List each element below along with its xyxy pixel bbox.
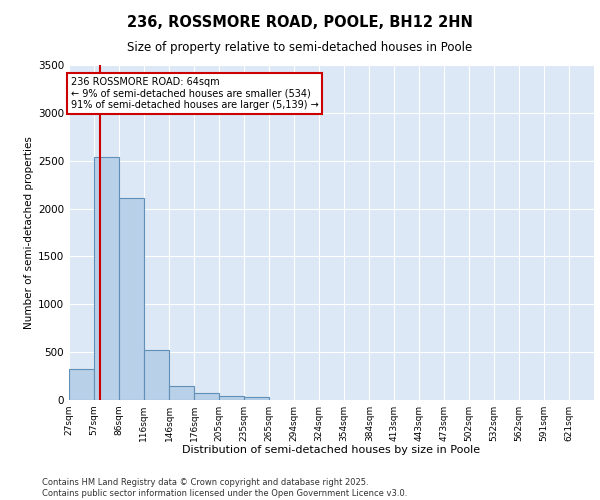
Bar xyxy=(94,157,119,400)
Bar xyxy=(69,370,94,400)
Bar xyxy=(144,350,169,400)
X-axis label: Distribution of semi-detached houses by size in Poole: Distribution of semi-detached houses by … xyxy=(182,446,481,456)
Y-axis label: Number of semi-detached properties: Number of semi-detached properties xyxy=(24,136,34,329)
Bar xyxy=(219,396,244,400)
Bar xyxy=(244,396,269,400)
Text: 236 ROSSMORE ROAD: 64sqm
← 9% of semi-detached houses are smaller (534)
91% of s: 236 ROSSMORE ROAD: 64sqm ← 9% of semi-de… xyxy=(71,76,319,110)
Bar xyxy=(194,394,219,400)
Text: 236, ROSSMORE ROAD, POOLE, BH12 2HN: 236, ROSSMORE ROAD, POOLE, BH12 2HN xyxy=(127,15,473,30)
Text: Contains HM Land Registry data © Crown copyright and database right 2025.
Contai: Contains HM Land Registry data © Crown c… xyxy=(42,478,407,498)
Bar xyxy=(169,386,194,400)
Text: Size of property relative to semi-detached houses in Poole: Size of property relative to semi-detach… xyxy=(127,41,473,54)
Bar xyxy=(119,198,144,400)
